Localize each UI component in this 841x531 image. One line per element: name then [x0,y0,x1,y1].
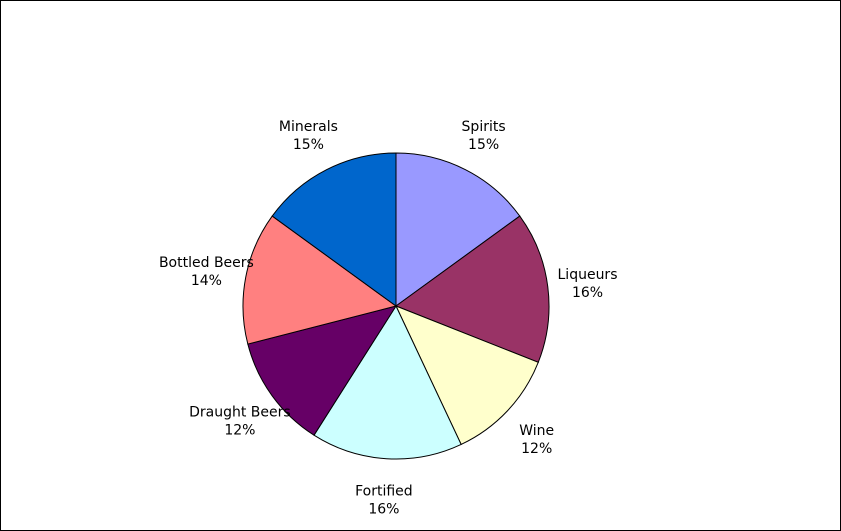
pie-label-name: Liqueurs [558,267,618,283]
pie-label-name: Minerals [279,119,338,135]
pie-label-name: Fortified [355,484,413,500]
pie-label-bottled-beers: Bottled Beers 14% [159,255,254,289]
pie-label-percent: 12% [224,422,255,438]
pie-labels: Spirits 15% Liqueurs 16% Wine 12% Fortified 16%… [159,119,618,518]
pie-label-fortified: Fortified 16% [355,484,413,518]
pie-slice-wine [395,305,539,446]
pie-slice-fortified [313,304,462,460]
pie-label-wine: Wine 12% [519,423,554,457]
pie-label-spirits: Spirits 15% [462,119,506,153]
pie-label-name: Bottled Beers [159,255,254,271]
pie-label-percent: 16% [572,285,603,301]
pie-label-name: Draught Beers [189,404,291,420]
pie-label-name: Wine [519,423,554,439]
pie-slice-draught-beers [247,305,398,436]
pie-label-minerals: Minerals 15% [279,119,338,153]
pie-label-percent: 16% [368,502,399,518]
pie-label-percent: 15% [468,137,499,153]
pie-label-draught-beers: Draught Beers 12% [189,404,291,438]
pie-slice-spirits [395,152,521,307]
pie-slices [242,152,550,460]
pie-label-percent: 12% [521,441,552,457]
pie-label-liqueurs: Liqueurs 16% [558,267,618,301]
pie-slice-minerals [271,152,397,307]
pie-label-percent: 14% [191,273,222,289]
pie-slice-bottled-beers [242,215,398,345]
pie-label-percent: 15% [293,137,324,153]
pie-label-name: Spirits [462,119,506,135]
pie-slice-liqueurs [394,215,550,363]
